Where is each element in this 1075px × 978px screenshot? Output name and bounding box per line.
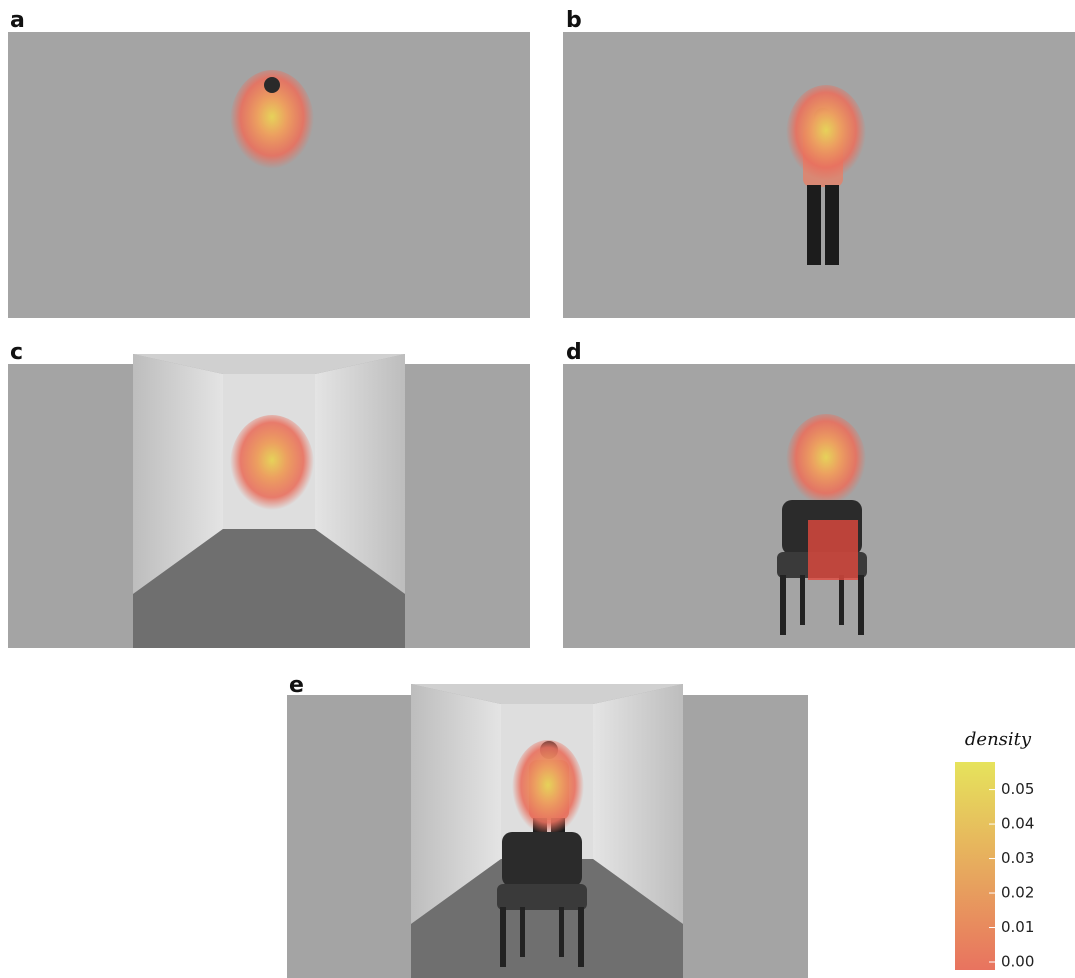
panel-label: b	[566, 8, 582, 33]
panel-label: e	[289, 673, 304, 698]
colorbar-tick-label: 0.05	[1001, 780, 1034, 798]
heat-blob	[230, 415, 314, 515]
panel-label: c	[10, 340, 23, 365]
colorbar-tick-label: 0.00	[1001, 953, 1034, 971]
colorbar-tick-label: 0.03	[1001, 849, 1034, 867]
colorbar-tick-label: 0.01	[1001, 918, 1034, 936]
panel-label: a	[10, 8, 25, 33]
colorbar-tick-label: 0.02	[1001, 884, 1034, 902]
panel-label: d	[566, 340, 582, 365]
head	[264, 77, 280, 93]
colorbar-bar	[955, 762, 995, 970]
heat-blob	[786, 414, 866, 510]
colorbar-title: density	[965, 729, 1032, 750]
figure: a b c d e density 0.00 0.01 0.02 0.03 0.04 0.05	[0, 0, 1075, 978]
colorbar: density 0.00 0.01 0.02 0.03 0.04 0.05	[955, 729, 1034, 971]
heat-blob	[786, 85, 866, 185]
heat-blob	[512, 740, 584, 840]
colorbar-tick-label: 0.04	[1001, 815, 1034, 833]
chair-highlight	[808, 520, 858, 580]
